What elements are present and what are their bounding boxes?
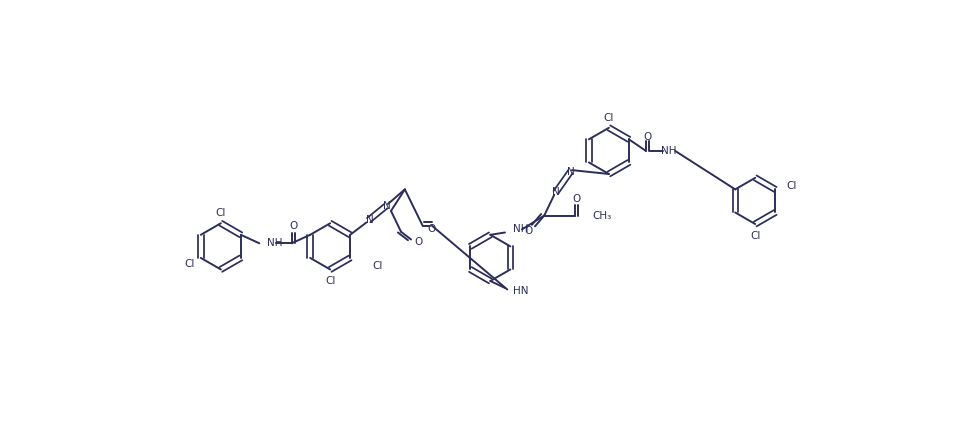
Text: N: N [365, 215, 373, 225]
Text: NH: NH [513, 225, 529, 235]
Text: N: N [383, 201, 390, 211]
Text: HN: HN [513, 286, 529, 296]
Text: Cl: Cl [373, 261, 383, 271]
Text: O: O [289, 221, 297, 232]
Text: CH₃: CH₃ [592, 211, 611, 221]
Text: N: N [552, 187, 560, 198]
Text: Cl: Cl [185, 259, 196, 269]
Text: Cl: Cl [604, 113, 614, 123]
Text: Cl: Cl [216, 208, 226, 218]
Text: NH: NH [267, 238, 283, 248]
Text: O: O [643, 132, 651, 142]
Text: N: N [567, 167, 574, 177]
Text: O: O [428, 225, 436, 235]
Text: Cl: Cl [325, 276, 336, 286]
Text: Cl: Cl [786, 181, 796, 191]
Text: Cl: Cl [750, 231, 760, 241]
Text: NH: NH [661, 146, 677, 156]
Text: O: O [414, 237, 423, 247]
Text: O: O [573, 194, 581, 204]
Text: O: O [525, 226, 533, 236]
